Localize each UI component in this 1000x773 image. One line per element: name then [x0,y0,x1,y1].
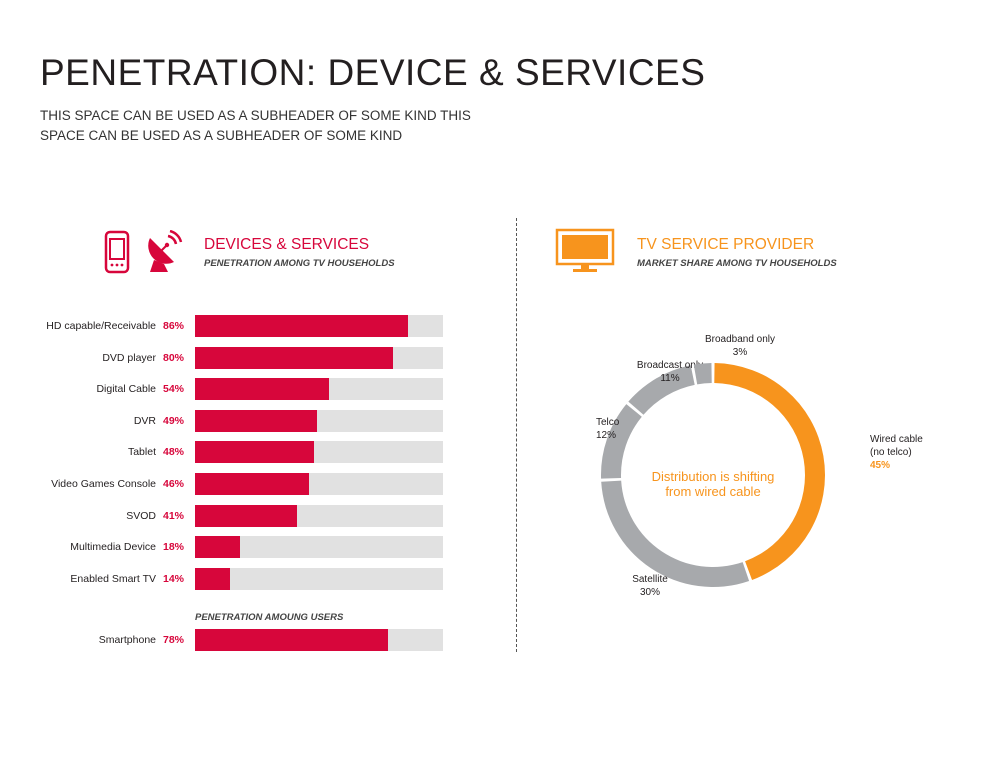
devices-section-subtitle: PENETRATION AMONG TV HOUSEHOLDS [204,258,395,269]
bar-track [195,409,443,432]
donut-slice [601,404,642,479]
bar-track [195,346,443,369]
bar-value-label: 78% [162,634,184,646]
bar-value-label: 54% [162,383,184,396]
bar [195,567,230,590]
devices-section-title: DEVICES & SERVICES [204,236,370,253]
bar-category-label: Tablet [127,446,156,459]
bar-value-label: 80% [162,351,184,364]
bar [195,409,317,432]
page-title: PENETRATION: DEVICE & SERVICES [40,52,706,93]
slice-category-label: (no telco) [870,447,912,458]
bar-track [195,567,443,590]
bar-value-label: 18% [162,541,184,554]
bar [195,346,394,369]
bar-category-label: HD capable/Receivable [46,320,156,332]
provider-section-title: TV SERVICE PROVIDER [637,236,815,253]
bar-track [195,629,443,651]
satellite-dish-icon [148,230,183,272]
bar-track [195,378,443,401]
bar-category-label: Enabled Smart TV [70,572,156,585]
bar [195,441,315,464]
bar-track [195,441,443,464]
slice-category-label: Broadband only [705,334,775,345]
bar [195,629,389,651]
donut-center-text: from wired cable [665,484,760,499]
bar-track [195,473,443,495]
tv-icon [555,228,615,272]
users-heading: PENETRATION AMOUNG USERS [195,612,344,623]
slice-category-label: Broadcast only [637,360,703,371]
bar-value-label: 86% [162,320,184,332]
slice-value-label: 12% [596,430,616,441]
smartphone-icon [104,230,130,274]
slice-value-label: 3% [733,347,748,358]
section-divider [516,218,517,652]
provider-donut-chart: Wired cable (no telco) 45% Satellite 30% Telc… [596,334,923,598]
donut-slice [601,480,750,587]
bar-category-label: DVR [133,414,156,427]
bar-category-label: DVD player [102,351,156,364]
bar [195,504,297,527]
bar-value-label: 41% [162,509,184,522]
slice-category-label: Telco [596,417,620,428]
bar-value-label: 46% [162,478,184,490]
bar-category-label: Multimedia Device [70,541,156,554]
bar-category-label: Digital Cable [96,383,156,396]
bar [195,378,329,401]
bar [195,315,409,337]
bar-category-label: Smartphone [98,634,156,646]
slice-value-label: 11% [660,373,679,384]
bar-category-label: SVOD [126,509,156,522]
donut-center-text: Distribution is shifting [652,469,775,484]
slice-value-label: 30% [640,587,660,598]
bar-category-label: Video Games Console [51,478,156,490]
slice-category-label: Wired cable [870,434,923,445]
bar-value-label: 14% [162,572,184,585]
bar-track [195,504,443,527]
bar-value-label: 49% [162,414,184,427]
donut-slice [714,363,825,580]
bar [195,536,240,559]
provider-section-subtitle: MARKET SHARE AMONG TV HOUSEHOLDS [637,258,837,269]
page-subtitle: THIS SPACE CAN BE USED AS A SUBHEADER OF… [40,108,471,143]
donut-slice [693,363,712,385]
bar-value-label: 48% [162,446,184,459]
bar [195,473,310,495]
bar-track [195,536,443,559]
bar-track [195,315,443,337]
slice-value-label: 45% [870,460,890,471]
donut-slice [628,365,695,415]
slice-category-label: Satellite [632,574,668,585]
